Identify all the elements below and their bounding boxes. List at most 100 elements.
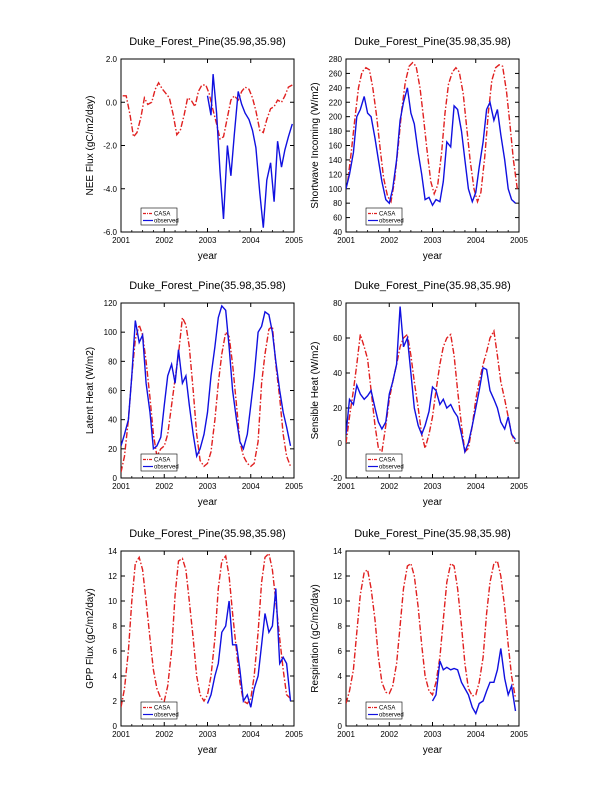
chart-title: Duke_Forest_Pine(35.98,35.98) — [354, 36, 511, 48]
y-tick-label: 20 — [108, 445, 117, 454]
x-tick-label: 2002 — [380, 730, 398, 739]
x-tick-label: 2003 — [424, 482, 442, 491]
series-line-casa — [121, 552, 291, 708]
x-tick-label: 2002 — [380, 482, 398, 491]
y-axis-label: NEE Flux (gC/m2/day) — [85, 95, 96, 195]
legend-label-casa: CASA — [154, 212, 170, 218]
series-line-observed — [431, 648, 517, 716]
series-line-casa — [121, 315, 292, 473]
y-tick-label: 60 — [108, 387, 117, 396]
y-axis-label: Sensible Heat (W/m2) — [310, 342, 321, 440]
chart-panel-1: Duke_Forest_Pine(35.98,35.98)year NEE Flu… — [85, 36, 303, 262]
chart-panel-3: Duke_Forest_Pine(35.98,35.98)year Latent … — [85, 280, 303, 508]
legend-label-observed: observed — [379, 219, 404, 225]
x-tick-label: 2004 — [467, 482, 485, 491]
x-tick-label: 2002 — [155, 236, 173, 245]
x-axis-label: year — [198, 251, 218, 262]
y-tick-label: 40 — [333, 369, 342, 378]
y-tick-label: 280 — [329, 55, 343, 64]
x-tick-label: 2005 — [510, 482, 528, 491]
y-tick-label: 2.0 — [106, 55, 118, 64]
series-line-casa — [347, 61, 518, 205]
chart-title: Duke_Forest_Pine(35.98,35.98) — [129, 280, 286, 292]
chart-title: Duke_Forest_Pine(35.98,35.98) — [129, 528, 286, 540]
y-tick-label: 0 — [338, 439, 343, 448]
y-tick-label: -20 — [330, 474, 342, 483]
y-tick-label: 40 — [108, 416, 117, 425]
x-tick-label: 2005 — [510, 236, 528, 245]
series-line-observed — [121, 304, 292, 459]
y-tick-label: -2.0 — [103, 142, 117, 151]
legend-label-casa: CASA — [154, 458, 170, 464]
x-tick-label: 2003 — [199, 730, 217, 739]
x-axis-label: year — [198, 497, 218, 508]
series-line-observed — [206, 588, 292, 708]
legend-label-observed: observed — [154, 465, 179, 471]
series-line-observed — [206, 74, 293, 228]
y-axis-label: Shortwave Incoming (W/m2) — [310, 82, 321, 208]
chart-panel-5: Duke_Forest_Pine(35.98,35.98)year GPP Flu… — [85, 528, 303, 756]
y-tick-label: 14 — [108, 547, 117, 556]
y-tick-label: -6.0 — [103, 228, 117, 237]
chart-title: Duke_Forest_Pine(35.98,35.98) — [129, 36, 286, 48]
x-tick-label: 2001 — [112, 730, 130, 739]
y-tick-label: 60 — [333, 334, 342, 343]
x-tick-label: 2004 — [467, 730, 485, 739]
y-tick-label: 80 — [333, 199, 342, 208]
chart-panel-2: Duke_Forest_Pine(35.98,35.98)year Shortwa… — [310, 36, 528, 262]
y-axis-label: Respiration (gC/m2/day) — [310, 584, 321, 692]
y-tick-label: 120 — [329, 170, 343, 179]
chart-title: Duke_Forest_Pine(35.98,35.98) — [354, 528, 511, 540]
y-tick-label: 12 — [333, 572, 342, 581]
plot-frame — [120, 58, 295, 233]
legend-label-observed: observed — [154, 219, 179, 225]
series-line-casa — [122, 81, 293, 141]
x-tick-label: 2001 — [337, 730, 355, 739]
series-line-observed — [346, 87, 516, 207]
y-tick-label: 60 — [333, 214, 342, 223]
y-tick-label: 4 — [338, 672, 343, 681]
x-tick-label: 2003 — [424, 236, 442, 245]
y-tick-label: 6 — [338, 647, 343, 656]
y-tick-label: 10 — [333, 597, 342, 606]
y-tick-label: 0.0 — [106, 98, 118, 107]
plot-frame — [120, 550, 295, 727]
y-tick-label: 80 — [108, 357, 117, 366]
series-line-casa — [346, 559, 517, 704]
x-tick-label: 2002 — [380, 236, 398, 245]
x-tick-label: 2004 — [242, 236, 260, 245]
y-tick-label: 14 — [333, 547, 342, 556]
y-tick-label: 8 — [113, 622, 118, 631]
x-axis-label: year — [423, 251, 443, 262]
legend-label-observed: observed — [379, 465, 404, 471]
y-tick-label: 80 — [333, 299, 342, 308]
y-tick-label: 20 — [333, 404, 342, 413]
y-tick-label: 40 — [333, 228, 342, 237]
y-axis-label: GPP Flux (gC/m2/day) — [85, 588, 96, 688]
x-tick-label: 2002 — [155, 730, 173, 739]
y-tick-label: 220 — [329, 98, 343, 107]
y-tick-label: 0 — [338, 722, 343, 731]
x-tick-label: 2003 — [424, 730, 442, 739]
x-tick-label: 2001 — [112, 236, 130, 245]
x-tick-label: 2003 — [199, 482, 217, 491]
y-tick-label: 0 — [113, 722, 118, 731]
x-axis-label: year — [198, 745, 218, 756]
y-tick-label: 240 — [329, 84, 343, 93]
legend-label-casa: CASA — [379, 458, 395, 464]
x-tick-label: 2001 — [337, 236, 355, 245]
legend-label-casa: CASA — [379, 212, 395, 218]
x-axis-label: year — [423, 745, 443, 756]
legend-label-casa: CASA — [379, 706, 395, 712]
x-tick-label: 2004 — [242, 482, 260, 491]
x-tick-label: 2003 — [199, 236, 217, 245]
y-tick-label: 4 — [113, 672, 118, 681]
y-tick-label: 180 — [329, 127, 343, 136]
legend-label-observed: observed — [379, 713, 404, 719]
chart-title: Duke_Forest_Pine(35.98,35.98) — [354, 280, 511, 292]
x-tick-label: 2005 — [285, 236, 303, 245]
x-tick-label: 2001 — [112, 482, 130, 491]
y-tick-label: 260 — [329, 69, 343, 78]
y-tick-label: 160 — [329, 142, 343, 151]
